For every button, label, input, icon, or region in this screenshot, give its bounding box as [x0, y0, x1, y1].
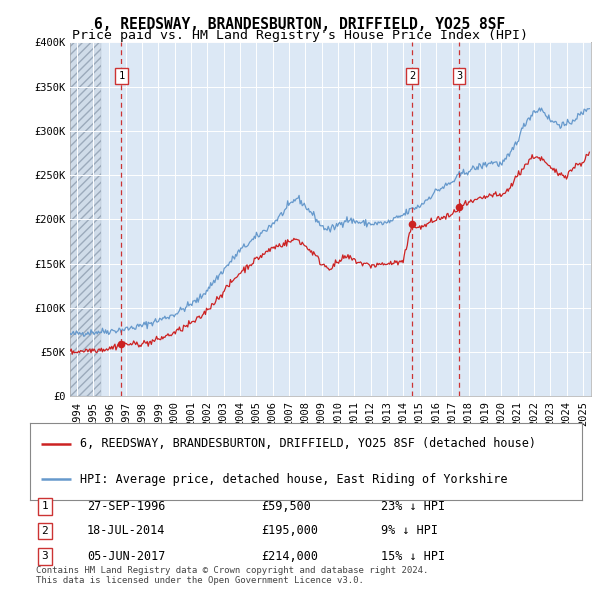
- Text: £59,500: £59,500: [261, 500, 311, 513]
- Text: 2: 2: [41, 526, 49, 536]
- Text: 2: 2: [409, 71, 415, 81]
- Text: HPI: Average price, detached house, East Riding of Yorkshire: HPI: Average price, detached house, East…: [80, 473, 507, 486]
- Text: 18-JUL-2014: 18-JUL-2014: [87, 525, 166, 537]
- Text: 1: 1: [41, 502, 49, 511]
- Text: Price paid vs. HM Land Registry's House Price Index (HPI): Price paid vs. HM Land Registry's House …: [72, 29, 528, 42]
- Text: 3: 3: [41, 552, 49, 561]
- Text: 6, REEDSWAY, BRANDESBURTON, DRIFFIELD, YO25 8SF (detached house): 6, REEDSWAY, BRANDESBURTON, DRIFFIELD, Y…: [80, 437, 536, 450]
- Text: 15% ↓ HPI: 15% ↓ HPI: [381, 550, 445, 563]
- Text: 3: 3: [456, 71, 462, 81]
- Text: 1: 1: [118, 71, 125, 81]
- Bar: [70, 42, 101, 396]
- Text: 6, REEDSWAY, BRANDESBURTON, DRIFFIELD, YO25 8SF: 6, REEDSWAY, BRANDESBURTON, DRIFFIELD, Y…: [94, 17, 506, 31]
- Text: Contains HM Land Registry data © Crown copyright and database right 2024.
This d: Contains HM Land Registry data © Crown c…: [36, 566, 428, 585]
- Text: 27-SEP-1996: 27-SEP-1996: [87, 500, 166, 513]
- Text: £195,000: £195,000: [261, 525, 318, 537]
- Bar: [70, 42, 101, 396]
- Text: 9% ↓ HPI: 9% ↓ HPI: [381, 525, 438, 537]
- Text: £214,000: £214,000: [261, 550, 318, 563]
- Text: 05-JUN-2017: 05-JUN-2017: [87, 550, 166, 563]
- Text: 23% ↓ HPI: 23% ↓ HPI: [381, 500, 445, 513]
